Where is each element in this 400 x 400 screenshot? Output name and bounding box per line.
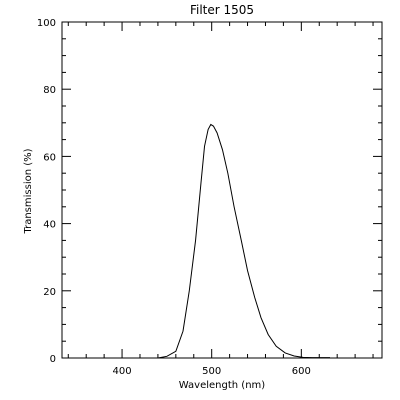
plot-frame (61, 21, 383, 359)
y-tick-label: 80 (43, 85, 56, 96)
series-line (157, 123, 331, 359)
x-tick-label: 600 (292, 366, 311, 377)
x-tick-label: 400 (113, 366, 132, 377)
x-tick-label: 500 (202, 366, 221, 377)
y-tick-label: 20 (43, 287, 56, 298)
y-tick-label: 100 (37, 18, 56, 29)
y-axis-label: Transmission (%) (23, 148, 34, 234)
x-axis-label: Wavelength (nm) (179, 380, 265, 391)
tick-labels-layer: 400 500 600 0 20 40 60 80 100 (37, 18, 311, 377)
y-tick-label: 60 (43, 152, 56, 163)
chart-title: Filter 1505 (190, 3, 254, 17)
y-tick-label: 40 (43, 220, 56, 231)
ticks-layer (62, 21, 382, 359)
y-tick-label: 0 (50, 354, 56, 365)
plot-border (61, 21, 383, 359)
